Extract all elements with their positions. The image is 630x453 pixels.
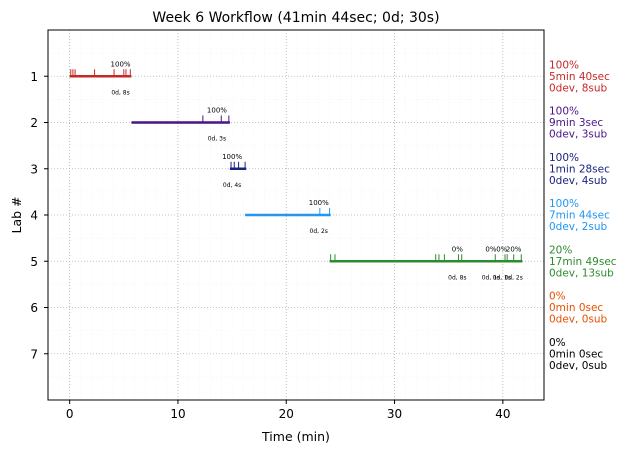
lab-3-summary-line: 100% — [549, 152, 579, 164]
y-tick-label: 5 — [30, 255, 38, 269]
lab-5-summary-line: 20% — [549, 244, 572, 256]
lab-3-percent-label: 100% — [222, 153, 242, 161]
y-tick-label: 2 — [30, 116, 38, 130]
lab-5-percent-label: 20% — [506, 245, 522, 253]
y-tick-label: 3 — [30, 162, 38, 176]
lab-5-count-label: 0d, 8s — [448, 274, 466, 281]
y-axis-label: Lab # — [9, 196, 24, 233]
lab-5-percent-label: 0% — [485, 245, 496, 253]
x-tick-label: 20 — [279, 407, 294, 421]
lab-3-summary-line: 1min 28sec — [549, 163, 610, 175]
y-tick-label: 1 — [30, 70, 38, 84]
lab-4-count-label: 0d, 2s — [310, 228, 328, 235]
lab-7-summary-line: 0dev, 0sub — [549, 360, 608, 372]
lab-4-summary-line: 100% — [549, 198, 579, 210]
lab-1-summary-line: 5min 40sec — [549, 71, 610, 83]
x-tick-label: 40 — [495, 407, 510, 421]
lab-6-summary-line: 0min 0sec — [549, 302, 603, 314]
lab-1-summary-line: 100% — [549, 59, 579, 71]
x-tick-label: 0 — [66, 407, 74, 421]
lab-4-summary-line: 0dev, 2sub — [549, 221, 608, 233]
y-tick-label: 6 — [30, 301, 38, 315]
lab-2-summary-line: 0dev, 3sub — [549, 129, 608, 141]
lab-3-count-label: 0d, 4s — [223, 182, 241, 189]
lab-5-count-label: 0d, 1s — [482, 274, 500, 281]
lab-2-summary-line: 100% — [549, 106, 579, 118]
lab-7-summary-line: 0min 0sec — [549, 348, 603, 360]
lab-7-summary-line: 0% — [549, 337, 566, 349]
lab-2-percent-label: 100% — [207, 107, 227, 115]
y-tick-label: 7 — [30, 347, 38, 361]
lab-4-percent-label: 100% — [309, 199, 329, 207]
chart-title: Week 6 Workflow (41min 44sec; 0d; 30s) — [152, 10, 439, 26]
lab-5-percent-label: 0% — [496, 245, 507, 253]
x-tick-label: 30 — [387, 407, 402, 421]
lab-4-summary-line: 7min 44sec — [549, 210, 610, 222]
lab-5-summary-line: 0dev, 13sub — [549, 267, 614, 279]
lab-1-summary-line: 0dev, 8sub — [549, 82, 608, 94]
y-tick-label: 4 — [30, 209, 38, 223]
lab-5-summary-line: 17min 49sec — [549, 256, 617, 268]
x-tick-label: 10 — [170, 407, 185, 421]
lab-2-summary-line: 9min 3sec — [549, 117, 603, 129]
lab-2-count-label: 0d, 3s — [208, 136, 226, 143]
lab-5-count-label: 0d, 2s — [504, 274, 522, 281]
lab-5-count-label: 0d, 1s — [493, 274, 511, 281]
lab-6-summary-line: 0% — [549, 291, 566, 303]
lab-6-summary-line: 0dev, 0sub — [549, 314, 608, 326]
lab-3-summary-line: 0dev, 4sub — [549, 175, 608, 187]
lab-1-percent-label: 100% — [111, 60, 131, 68]
lab-5-percent-label: 0% — [452, 245, 463, 253]
x-axis-label: Time (min) — [261, 429, 330, 444]
lab-1-count-label: 0d, 8s — [111, 89, 129, 96]
